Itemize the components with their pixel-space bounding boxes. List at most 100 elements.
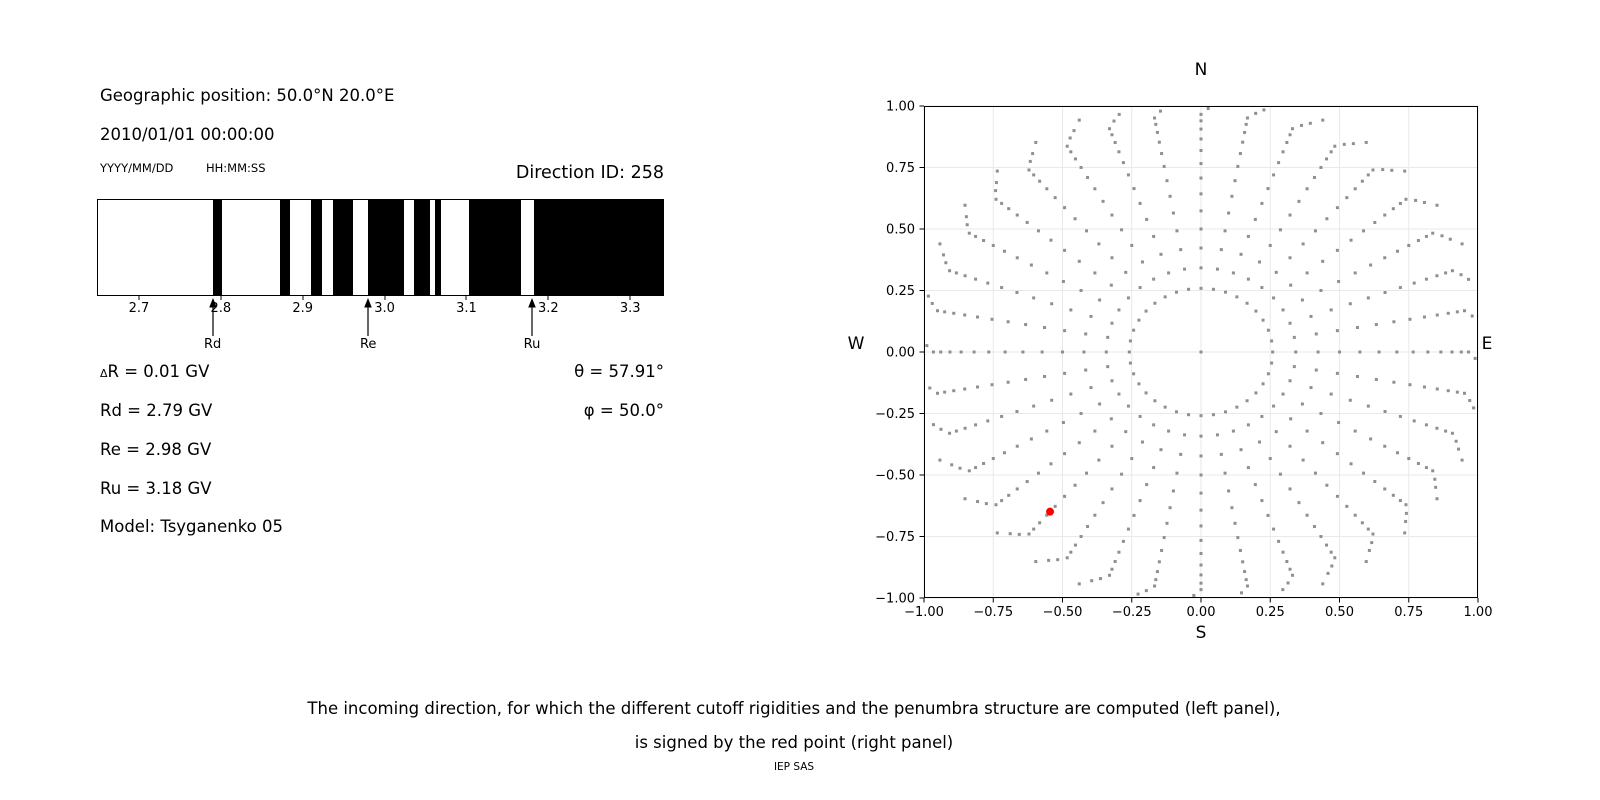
grid-dot <box>1140 440 1144 444</box>
grid-dot <box>1199 552 1203 556</box>
grid-dot <box>1061 350 1064 354</box>
grid-dot <box>1288 444 1292 448</box>
grid-dot <box>1211 287 1215 291</box>
grid-dot <box>1439 350 1443 354</box>
red-direction-point <box>1046 507 1055 516</box>
grid-dot <box>1098 298 1102 302</box>
grid-dot <box>964 215 968 219</box>
rigidity-axis-tick <box>384 296 386 300</box>
grid-dot <box>1017 532 1021 536</box>
grid-dot <box>1124 430 1128 434</box>
grid-dot <box>1063 206 1067 210</box>
grid-dot <box>1104 350 1108 354</box>
grid-dot <box>1152 423 1156 427</box>
forbidden-band <box>310 200 322 295</box>
grid-dot <box>1305 429 1309 433</box>
grid-dot <box>1073 217 1077 221</box>
grid-dot <box>1069 550 1073 554</box>
grid-dot <box>1325 217 1329 221</box>
grid-dot <box>1260 499 1264 503</box>
x-tick-label: −0.25 <box>1112 605 1152 620</box>
y-tick-label: −0.25 <box>875 407 915 422</box>
grid-dot <box>1245 301 1249 305</box>
grid-dot <box>1342 142 1346 146</box>
grid-dot <box>1185 599 1188 602</box>
grid-dot <box>1271 350 1275 354</box>
grid-dot <box>1459 350 1463 354</box>
grid-dot <box>1246 277 1250 281</box>
grid-dot <box>1126 404 1130 408</box>
grid-dot <box>1053 196 1057 200</box>
grid-dot <box>1316 350 1320 354</box>
cutoff-marker-re: Re <box>348 298 388 352</box>
grid-dot <box>1128 339 1132 343</box>
grid-dot <box>1171 211 1175 215</box>
grid-dot <box>1117 308 1121 312</box>
grid-dot <box>1136 592 1140 596</box>
grid-dot <box>1424 466 1428 470</box>
grid-dot <box>1199 563 1203 567</box>
rigidity-axis-tick-label: 3.1 <box>456 301 477 316</box>
grid-dot <box>1470 314 1474 318</box>
grid-dot <box>1000 201 1004 205</box>
grid-dot <box>1110 133 1114 137</box>
grid-dot <box>1260 414 1264 418</box>
grid-dot <box>1243 130 1247 134</box>
grid-dot <box>1029 263 1033 267</box>
grid-dot <box>1174 290 1178 294</box>
re-value: Re = 2.98 GV <box>100 440 212 459</box>
grid-dot <box>1050 302 1054 306</box>
grid-dot <box>1145 483 1149 487</box>
grid-dot <box>1168 506 1172 510</box>
grid-dot <box>1353 429 1357 433</box>
grid-dot <box>1199 209 1203 213</box>
grid-dot <box>1333 144 1337 148</box>
grid-dot <box>1199 491 1203 495</box>
grid-dot <box>939 427 943 431</box>
grid-dot <box>994 197 998 201</box>
grid-dot <box>959 350 963 354</box>
grid-dot <box>1126 527 1130 531</box>
grid-dot <box>1335 494 1339 498</box>
grid-dot <box>941 253 945 257</box>
grid-dot <box>1330 564 1334 568</box>
grid-dot <box>1457 447 1461 451</box>
grid-dot <box>1117 150 1121 154</box>
grid-dot <box>1000 414 1004 418</box>
grid-dot <box>1227 211 1231 215</box>
grid-dot <box>1383 409 1387 413</box>
cutoff-marker-rd: Rd <box>193 298 233 352</box>
grid-dot <box>1258 260 1262 264</box>
grid-dot <box>1199 119 1203 123</box>
grid-dot <box>1289 283 1293 287</box>
grid-dot <box>1227 489 1231 493</box>
grid-dot <box>1128 361 1132 365</box>
grid-dot <box>1127 350 1131 354</box>
grid-dot <box>1077 259 1081 263</box>
grid-dot <box>1371 168 1375 172</box>
grid-dot <box>974 234 978 238</box>
grid-dot <box>1093 271 1097 275</box>
grid-dot <box>1319 412 1323 415</box>
grid-dot <box>1002 249 1006 253</box>
up-arrow-icon <box>528 298 536 336</box>
grid-dot <box>1036 229 1040 233</box>
grid-dot <box>1132 372 1136 376</box>
grid-dot <box>1335 452 1339 456</box>
grid-dot <box>1245 399 1249 403</box>
grid-dot <box>1036 471 1040 475</box>
date-format-label: YYYY/MM/DD <box>100 161 174 175</box>
grid-dot <box>950 463 954 467</box>
grid-dot <box>1450 269 1454 273</box>
grid-dot <box>1270 339 1274 343</box>
grid-dot <box>1454 439 1458 443</box>
grid-dot <box>1097 458 1101 462</box>
grid-dot <box>1434 485 1438 489</box>
grid-dot <box>1112 119 1116 123</box>
grid-dot <box>1486 373 1489 376</box>
rd-value: Rd = 2.79 GV <box>100 401 213 420</box>
grid-dot <box>1024 377 1028 381</box>
grid-dot <box>1408 383 1412 387</box>
penumbra-axis: 2.7 2.8 2.9 3.0 3.1 3.2 3.3 Rd Re Ru <box>98 296 663 358</box>
grid-dot <box>1107 573 1111 577</box>
